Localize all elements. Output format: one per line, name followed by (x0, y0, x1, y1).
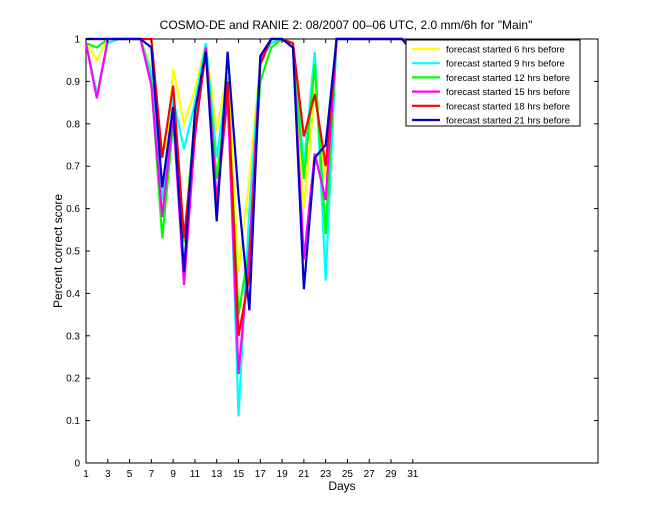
y-tick-label: 0.4 (66, 289, 80, 300)
legend-items: forecast started 6 hrs before forecast st… (412, 45, 570, 127)
series-layer (84, 37, 414, 417)
y-tick-label: 1 (74, 35, 80, 46)
y-axis: 0 0.1 0.2 0.3 0.4 0.5 0.6 0.7 0.8 0.9 1 (66, 35, 598, 470)
x-tick-label: 21 (298, 469, 310, 480)
x-tick-label: 7 (149, 469, 155, 480)
legend: forecast started 6 hrs before forecast st… (405, 39, 581, 127)
x-tick-label: 3 (105, 469, 111, 480)
y-axis-label: Percent correct score (51, 194, 65, 308)
x-axis-label: Days (328, 479, 355, 493)
legend-label-1: forecast started 6 hrs before (446, 45, 565, 56)
x-tick-label: 15 (233, 469, 245, 480)
legend-label-2: forecast started 9 hrs before (446, 59, 565, 70)
y-tick-label: 0.1 (66, 416, 80, 427)
x-axis: 1 3 5 7 9 11 13 15 17 19 21 23 25 27 29 31 (83, 39, 419, 480)
legend-label-3: forecast started 12 hrs before (446, 73, 570, 84)
legend-box (405, 39, 581, 127)
y-tick-label: 0.8 (66, 119, 80, 130)
x-tick-label: 19 (277, 469, 289, 480)
x-tick-label: 5 (127, 469, 133, 480)
y-tick-label: 0.7 (66, 162, 80, 173)
x-tick-label: 27 (364, 469, 376, 480)
legend-label-6: forecast started 21 hrs before (446, 116, 570, 127)
x-tick-label: 31 (407, 469, 419, 480)
y-tick-label: 0.9 (66, 77, 80, 88)
y-tick-label: 0 (74, 459, 80, 470)
y-tick-label: 0.6 (66, 204, 80, 215)
legend-label-4: forecast started 15 hrs before (446, 87, 570, 98)
legend-label-5: forecast started 18 hrs before (446, 101, 570, 112)
series-line-6 (86, 37, 414, 311)
x-tick-label: 9 (170, 469, 176, 480)
x-tick-label: 25 (342, 469, 354, 480)
x-tick-label: 11 (190, 469, 201, 480)
chart-title: COSMO-DE and RANIE 2: 08/2007 00–06 UTC,… (160, 18, 533, 32)
x-tick-label: 13 (211, 469, 223, 480)
x-tick-label: 29 (385, 469, 397, 480)
y-tick-label: 0.5 (66, 247, 80, 258)
x-tick-label: 1 (83, 469, 89, 480)
y-tick-label: 0.3 (66, 331, 80, 342)
y-tick-label: 0.2 (66, 374, 80, 385)
x-tick-label: 17 (255, 469, 267, 480)
x-tick-label: 23 (320, 469, 332, 480)
